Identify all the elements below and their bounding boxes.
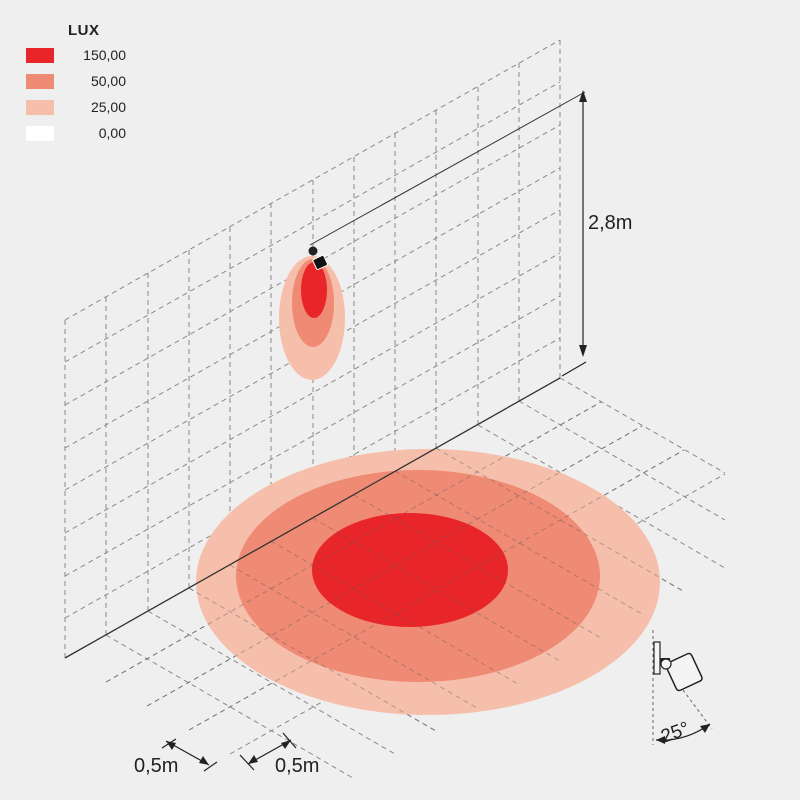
wall-light-spot (279, 256, 345, 380)
wall-zone-150 (301, 262, 327, 318)
floor-grid-overlay (105, 401, 685, 732)
wall-base-line (64, 377, 561, 659)
legend-swatch (26, 125, 55, 141)
grid-y-label: 0,5m (275, 755, 319, 777)
legend-swatch (26, 73, 55, 89)
grid-x-label: 0,5m (134, 755, 178, 777)
height-label: 2,8m (588, 212, 632, 234)
legend-value: 50,00 (90, 73, 126, 89)
legend-value: 0,00 (98, 125, 126, 141)
floor-zone-150 (312, 513, 508, 627)
wall-top-line (309, 91, 586, 246)
legend-title: LUX (68, 22, 100, 39)
legend-value: 25,00 (90, 99, 126, 115)
fixture-detail (652, 630, 713, 745)
legend-value: 150,00 (83, 47, 126, 63)
beam-angle-label: 25° (658, 718, 692, 748)
legend-swatch (26, 99, 55, 115)
grid-x-dimension (161, 738, 218, 772)
legend-item: 50,00 (26, 68, 126, 94)
legend: LUX 150,00 50,00 25,00 0,00 (26, 20, 126, 146)
floor-light-spot (196, 449, 660, 715)
legend-item: 150,00 (26, 42, 126, 68)
wall-grid (64, 39, 561, 658)
legend-item: 0,00 (26, 120, 126, 146)
grid-y-dimension (239, 732, 297, 771)
wall-fixture-icon (308, 246, 328, 270)
height-dimension (561, 90, 587, 377)
legend-item: 25,00 (26, 94, 126, 120)
legend-swatch (26, 47, 55, 63)
